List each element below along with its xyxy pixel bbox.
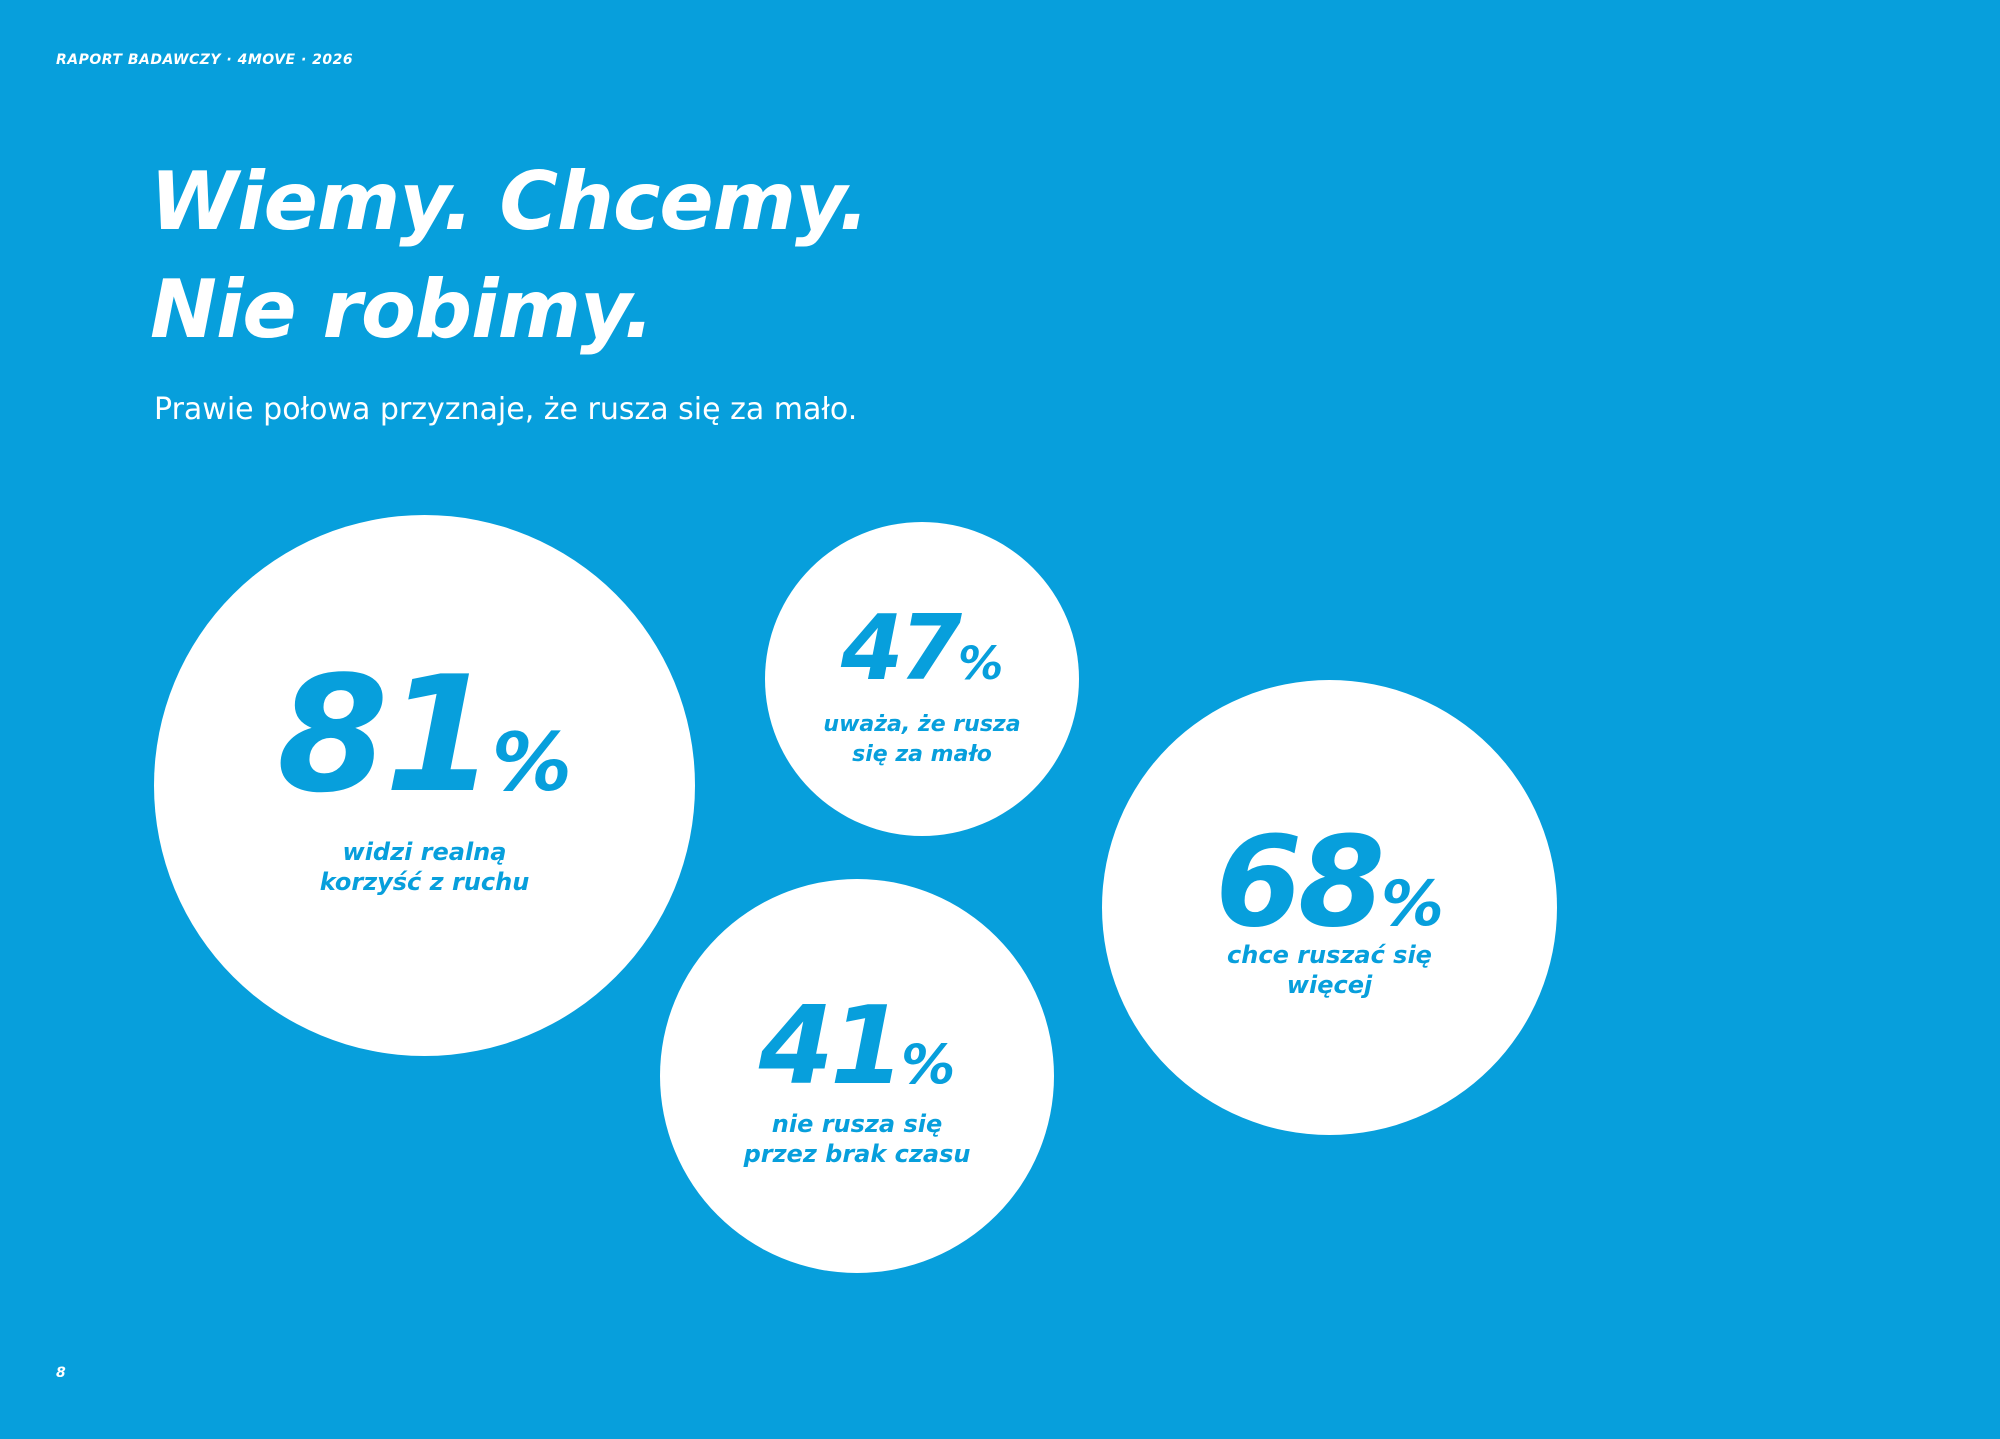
stat-value: 68% — [1215, 810, 1444, 955]
stat-unit: % — [1381, 867, 1444, 940]
page-title-line-1: Wiemy. Chcemy. — [150, 155, 869, 248]
stat-description: uważa, że rusza się za mało — [765, 710, 1079, 770]
report-header-label: RAPORT BADAWCZY · 4MOVE · 2026 — [56, 52, 354, 68]
page-title-line-2: Nie robimy. — [150, 263, 654, 356]
page-number: 8 — [56, 1365, 66, 1381]
stat-description-line-2: korzyść z ruchu — [319, 868, 530, 896]
stat-description: chce ruszać się więcej — [1102, 940, 1557, 1000]
page-title: Wiemy. Chcemy. Nie robimy. — [150, 148, 869, 364]
stat-description-line-1: nie rusza się — [771, 1110, 943, 1138]
stat-description-line-1: chce ruszać się — [1227, 941, 1432, 969]
stat-description-line-1: uważa, że rusza — [823, 712, 1021, 737]
stat-unit: % — [958, 637, 1004, 690]
stat-unit: % — [901, 1033, 956, 1096]
stat-description-line-2: przez brak czasu — [743, 1140, 971, 1168]
stat-unit: % — [491, 716, 572, 809]
stat-description-line-1: widzi realną — [342, 838, 507, 866]
stat-circle-81: 81% widzi realną korzyść z ruchu — [154, 515, 695, 1056]
stat-circle-41: 41% nie rusza się przez brak czasu — [660, 879, 1054, 1273]
page-subtitle: Prawie połowa przyznaje, że rusza się za… — [154, 392, 858, 427]
stat-circle-68: 68% chce ruszać się więcej — [1102, 680, 1557, 1135]
stat-description-line-2: więcej — [1286, 971, 1373, 999]
stat-description-line-2: się za mało — [852, 742, 992, 767]
stat-value: 47% — [840, 596, 1004, 701]
stat-value: 41% — [758, 984, 956, 1109]
stat-description: nie rusza się przez brak czasu — [660, 1109, 1054, 1169]
stat-value: 81% — [277, 641, 572, 828]
stat-circle-47: 47% uważa, że rusza się za mało — [765, 522, 1079, 836]
stat-description: widzi realną korzyść z ruchu — [154, 837, 695, 897]
